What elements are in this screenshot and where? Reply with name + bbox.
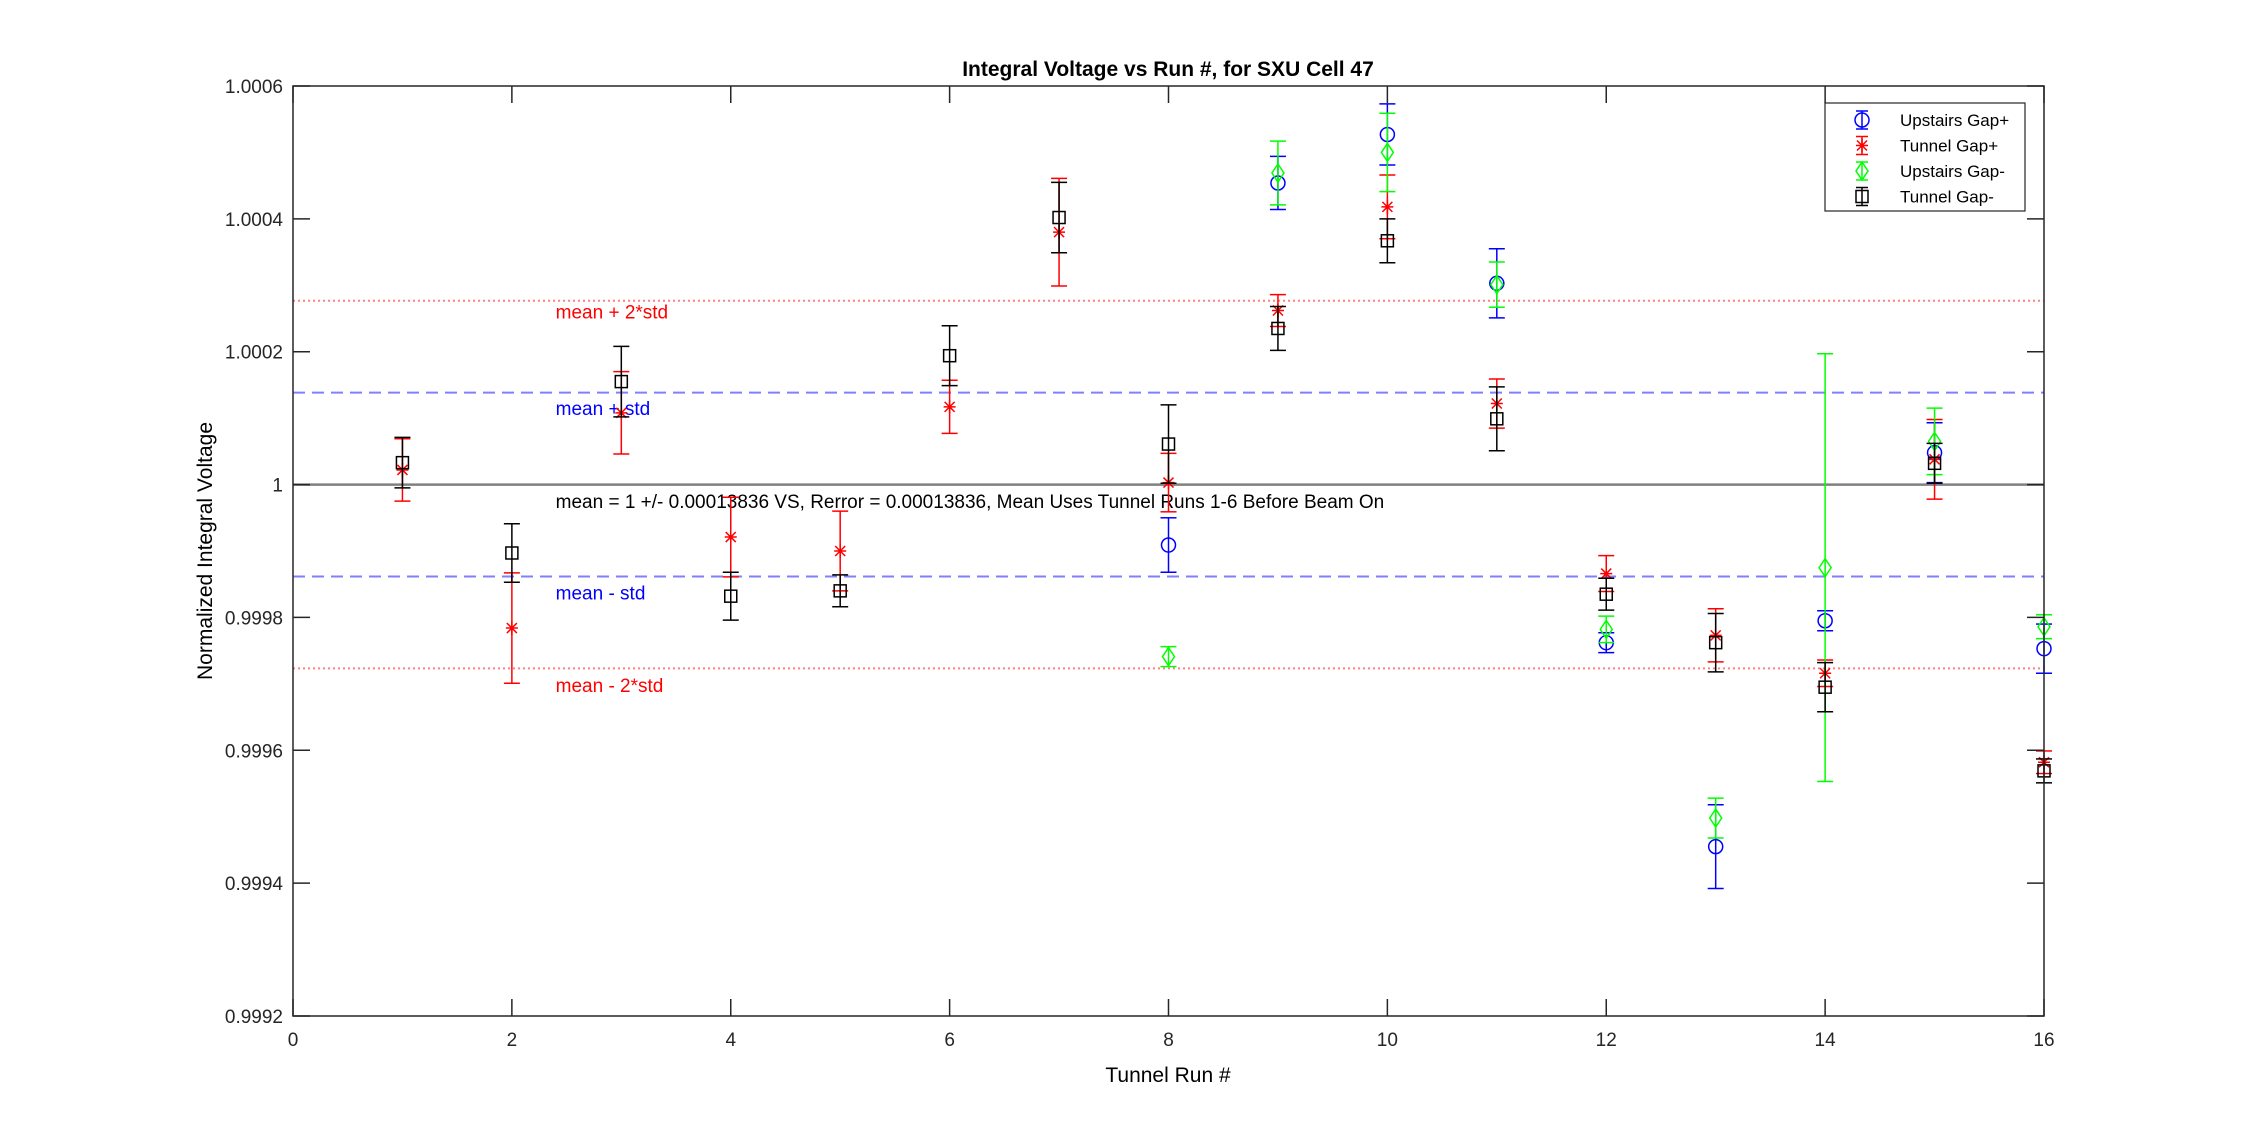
x-tick-label: 2 — [507, 1030, 518, 1051]
x-tick-label: 4 — [725, 1030, 736, 1051]
data-point-square — [833, 584, 847, 598]
data-point-diamond — [1599, 619, 1614, 640]
chart-title: Integral Voltage vs Run #, for SXU Cell … — [962, 58, 1374, 81]
data-point-square — [395, 455, 410, 470]
data-point-circle — [1854, 112, 1870, 128]
legend-label: Tunnel Gap+ — [1900, 137, 1998, 156]
series-upstairs-gap- — [1160, 112, 2052, 839]
x-tick-label: 16 — [2033, 1030, 2054, 1051]
data-point-square — [1708, 635, 1723, 650]
data-point-square — [1927, 456, 1942, 471]
data-point-square — [1855, 189, 1869, 204]
axes: 0 2 4 6 8 10 12 14 16 0.9992 0.9994 0.9996 0.9998 1 1.… — [225, 77, 2055, 1051]
y-tick-label: 1.0002 — [225, 343, 283, 364]
data-point-square — [1271, 321, 1285, 336]
y-tick-label: 1.0004 — [225, 210, 284, 231]
annotation-label: mean - 2*std — [556, 676, 664, 697]
data-point-diamond — [1271, 162, 1285, 184]
x-tick-label: 0 — [288, 1030, 299, 1051]
data-point-diamond — [1161, 646, 1176, 667]
data-point-square — [1599, 587, 1613, 601]
y-tick-label: 0.9996 — [225, 741, 283, 762]
data-point-diamond — [1380, 142, 1395, 163]
data-marks — [394, 103, 2052, 890]
data-point-star — [1856, 138, 1868, 153]
data-point-diamond — [1708, 807, 1723, 829]
x-tick-label: 14 — [1815, 1030, 1837, 1051]
annotation-label: mean + 2*std — [556, 303, 669, 324]
data-point-diamond — [1489, 274, 1504, 295]
legend-label: Tunnel Gap- — [1900, 188, 1994, 207]
legend-box — [1824, 102, 2026, 212]
annotation-label: mean + std — [556, 399, 651, 420]
data-point-star — [1600, 566, 1613, 581]
y-axis-label: Normalized Integral Voltage — [194, 422, 217, 680]
x-tick-label: 8 — [1163, 1030, 1174, 1051]
y-tick-label: 1 — [272, 476, 283, 497]
data-point-square — [942, 348, 957, 363]
x-axis-label: Tunnel Run # — [1105, 1064, 1231, 1087]
x-tick-label: 10 — [1377, 1030, 1398, 1051]
annotations: mean + 2*std mean + std mean = 1 +/- 0.000… — [556, 303, 1385, 697]
y-tick-label: 0.9992 — [225, 1007, 283, 1028]
data-point-square — [1052, 210, 1066, 225]
data-point-square — [614, 374, 629, 389]
legend-item: Tunnel Gap- — [1855, 186, 1994, 207]
annotation-label: mean = 1 +/- 0.00013836 VS, Rerror = 0.0… — [556, 492, 1385, 513]
data-point-square — [1490, 412, 1504, 426]
data-point-circle — [1707, 838, 1724, 855]
data-point-star — [1381, 199, 1394, 214]
data-point-square — [1161, 437, 1176, 451]
data-point-circle — [1160, 537, 1177, 553]
y-tick-label: 1.0006 — [225, 77, 283, 98]
x-tick-label: 6 — [944, 1030, 955, 1051]
data-point-square — [724, 589, 738, 603]
data-point-square — [1380, 234, 1395, 248]
legend-item: Upstairs Gap- — [1855, 160, 2005, 182]
data-point-star — [834, 544, 847, 558]
data-point-square — [1818, 680, 1832, 694]
legend-item: Tunnel Gap+ — [1856, 135, 1998, 156]
y-tick-label: 0.9998 — [225, 608, 283, 629]
data-point-star — [724, 530, 737, 545]
y-tick-label: 0.9994 — [225, 874, 284, 895]
legend-item: Upstairs Gap+ — [1854, 110, 2009, 130]
legend-label: Upstairs Gap+ — [1900, 111, 2009, 130]
legend: Upstairs Gap+ Tunnel Gap+ Upstairs Gap- Tun… — [1824, 102, 2026, 212]
data-point-star — [505, 621, 518, 636]
data-point-diamond — [1818, 557, 1833, 578]
data-point-star — [943, 399, 956, 414]
annotation-label: mean - std — [556, 583, 646, 604]
data-point-diamond — [1855, 160, 1869, 182]
x-tick-label: 12 — [1596, 1030, 1617, 1051]
data-point-square — [505, 546, 519, 560]
legend-label: Upstairs Gap- — [1900, 162, 2005, 181]
